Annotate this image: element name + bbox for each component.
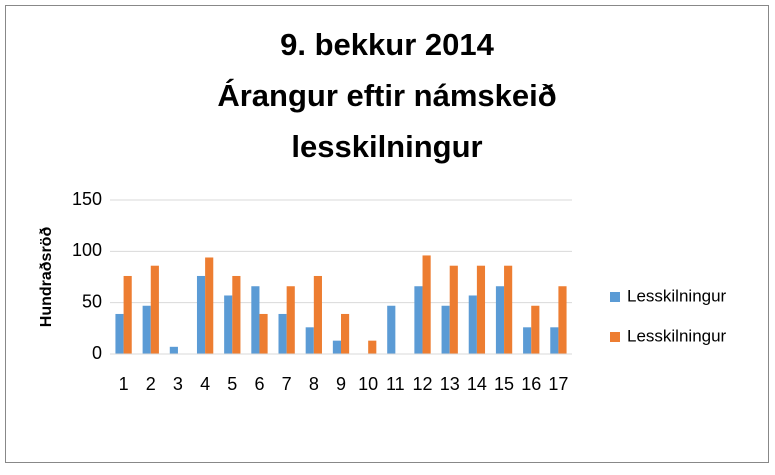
- bar: [558, 286, 567, 354]
- bar: [286, 286, 295, 354]
- y-tick-label: 0: [92, 343, 102, 363]
- title-line: 9. bekkur 2014: [280, 27, 494, 62]
- x-tick-label: 13: [440, 374, 460, 394]
- bar: [495, 286, 505, 354]
- bar: [531, 305, 540, 354]
- legend-swatch: [610, 292, 620, 302]
- x-tick-label: 4: [200, 374, 210, 394]
- bar: [523, 327, 532, 354]
- title-line: Árangur eftir námskeið: [217, 78, 556, 113]
- bar: [441, 305, 450, 354]
- legend-label: Lesskilningur: [627, 326, 727, 345]
- bar: [123, 275, 132, 354]
- bar: [313, 275, 322, 354]
- bar: [332, 340, 341, 354]
- x-tick-label: 5: [227, 374, 237, 394]
- bar: [387, 305, 396, 354]
- x-tick-label: 2: [146, 374, 156, 394]
- x-tick-label: 10: [358, 374, 378, 394]
- bar: [232, 275, 241, 354]
- bar: [196, 275, 206, 354]
- x-tick-label: 17: [548, 374, 568, 394]
- bar: [259, 313, 268, 354]
- y-tick-label: 150: [72, 189, 102, 209]
- x-tick-label: 16: [521, 374, 541, 394]
- x-tick-label: 9: [336, 374, 346, 394]
- legend-label: Lesskilningur: [627, 286, 727, 305]
- x-tick-label: 7: [282, 374, 292, 394]
- x-tick-label: 15: [494, 374, 514, 394]
- x-tick-label: 3: [173, 374, 183, 394]
- x-tick-label: 6: [254, 374, 264, 394]
- bar: [305, 327, 314, 354]
- bar: [476, 265, 486, 354]
- x-tick-label: 12: [413, 374, 433, 394]
- x-tick-label: 1: [119, 374, 129, 394]
- x-tick-label: 11: [386, 374, 405, 394]
- bar: [169, 346, 178, 354]
- bar: [449, 265, 458, 354]
- bar: [504, 265, 513, 354]
- bar: [468, 295, 477, 354]
- title-line: lesskilningur: [291, 129, 482, 164]
- bar: [422, 255, 431, 354]
- chart-border: [5, 5, 769, 463]
- y-tick-label: 50: [82, 291, 102, 311]
- y-tick-label: 100: [72, 240, 102, 260]
- bar: [251, 286, 260, 354]
- y-axis-label: Hundraðsröð: [38, 227, 55, 328]
- chart-title: 9. bekkur 2014 Árangur eftir námskeið less…: [217, 27, 556, 164]
- bar: [368, 340, 377, 354]
- bar: [414, 286, 423, 354]
- bar: [142, 305, 151, 354]
- bar: [115, 313, 124, 354]
- bar: [278, 313, 287, 354]
- bar: [205, 257, 214, 354]
- x-tick-label: 14: [467, 374, 487, 394]
- bar: [341, 313, 350, 354]
- bar: [150, 265, 159, 354]
- x-tick-label: 8: [309, 374, 319, 394]
- bar: [550, 327, 559, 354]
- legend-swatch: [610, 332, 620, 342]
- bar: [224, 295, 233, 354]
